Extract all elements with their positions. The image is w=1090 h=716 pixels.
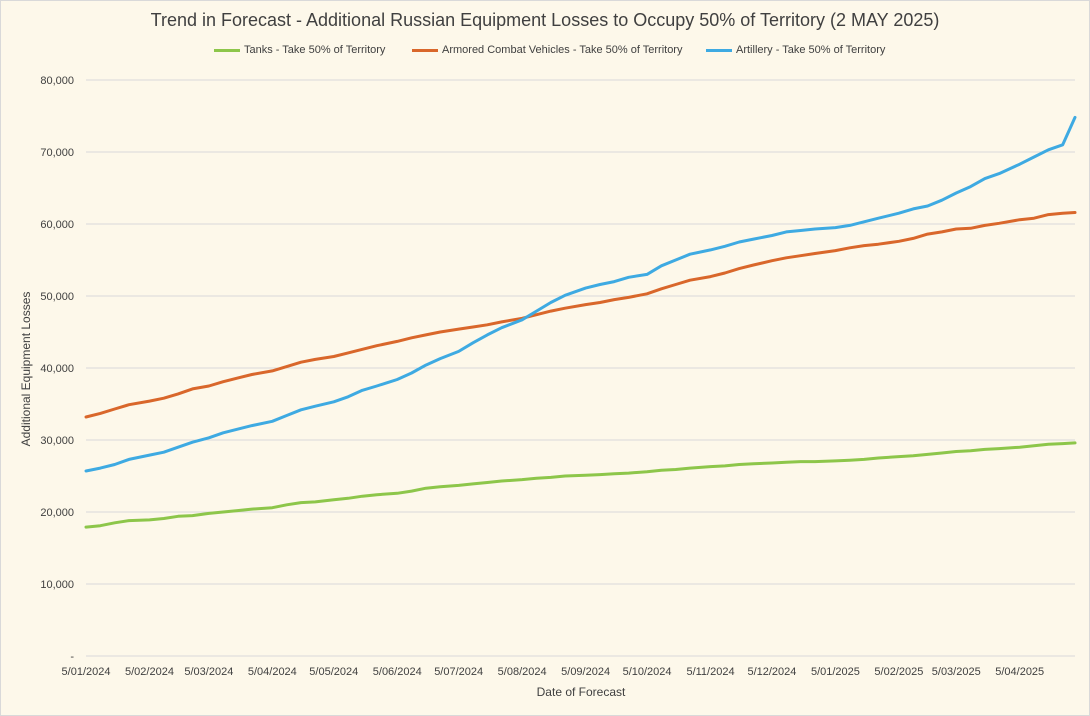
gridlines xyxy=(86,79,1075,657)
x-tick-label: 5/02/2024 xyxy=(125,666,174,678)
y-tick-label: 50,000 xyxy=(40,291,74,303)
x-tick-label: 5/06/2024 xyxy=(373,666,422,678)
x-tick-label: 5/09/2024 xyxy=(561,666,610,678)
y-tick-label: - xyxy=(70,651,74,663)
series-line-artillery-take-50-of-territory xyxy=(84,115,1077,473)
legend-label-artillery: Artillery - Take 50% of Territory xyxy=(736,44,886,56)
x-tick-label: 5/08/2024 xyxy=(498,666,547,678)
x-tick-label: 5/03/2025 xyxy=(932,666,981,678)
x-tick-label: 5/03/2024 xyxy=(184,666,233,678)
legend-label-tanks: Tanks - Take 50% of Territory xyxy=(244,44,386,56)
legend: Tanks - Take 50% of Territory Armored Co… xyxy=(0,44,1090,62)
x-tick-label: 5/10/2024 xyxy=(623,666,672,678)
legend-swatch-armored-combat-vehicles xyxy=(412,48,438,52)
x-tick-label: 5/07/2024 xyxy=(434,666,483,678)
y-axis-title: Additional Equipment Losses xyxy=(19,292,33,447)
x-tick-label: 5/12/2024 xyxy=(747,666,796,678)
legend-swatch-tanks xyxy=(214,48,240,52)
y-tick-label: 80,000 xyxy=(40,75,74,87)
legend-swatch-artillery xyxy=(706,48,732,52)
y-tick-label: 20,000 xyxy=(40,507,74,519)
series-line-tanks-take-50-of-territory xyxy=(84,441,1077,529)
y-tick-labels: - 10,000 20,000 30,000 40,000 50,000 60,000 70,… xyxy=(40,75,74,663)
chart-title: Trend in Forecast - Additional Russian E… xyxy=(150,10,940,30)
series-lines xyxy=(84,115,1077,529)
x-tick-label: 5/04/2024 xyxy=(248,666,297,678)
x-tick-label: 5/05/2024 xyxy=(309,666,358,678)
x-tick-label: 5/01/2024 xyxy=(62,666,111,678)
y-tick-label: 40,000 xyxy=(40,363,74,375)
legend-item-artillery: Artillery - Take 50% of Territory xyxy=(706,44,885,56)
x-tick-labels: 5/01/2024 5/02/2024 5/03/2024 5/04/2024 5/05… xyxy=(62,666,1045,678)
legend-label-armored-combat-vehicles: Armored Combat Vehicles - Take 50% of Te… xyxy=(442,44,683,56)
x-tick-label: 5/02/2025 xyxy=(874,666,923,678)
y-tick-label: 60,000 xyxy=(40,219,74,231)
y-tick-label: 70,000 xyxy=(40,147,74,159)
x-tick-label: 5/04/2025 xyxy=(995,666,1044,678)
x-tick-label: 5/01/2025 xyxy=(811,666,860,678)
legend-item-armored-combat-vehicles: Armored Combat Vehicles - Take 50% of Te… xyxy=(412,44,682,56)
y-tick-label: 10,000 xyxy=(40,579,74,591)
y-tick-label: 30,000 xyxy=(40,435,74,447)
x-tick-label: 5/11/2024 xyxy=(686,666,734,678)
series-line-armored-combat-vehicles-take-50-of-territory xyxy=(84,211,1077,419)
x-axis-title: Date of Forecast xyxy=(537,685,626,699)
legend-item-tanks: Tanks - Take 50% of Territory xyxy=(214,44,385,56)
